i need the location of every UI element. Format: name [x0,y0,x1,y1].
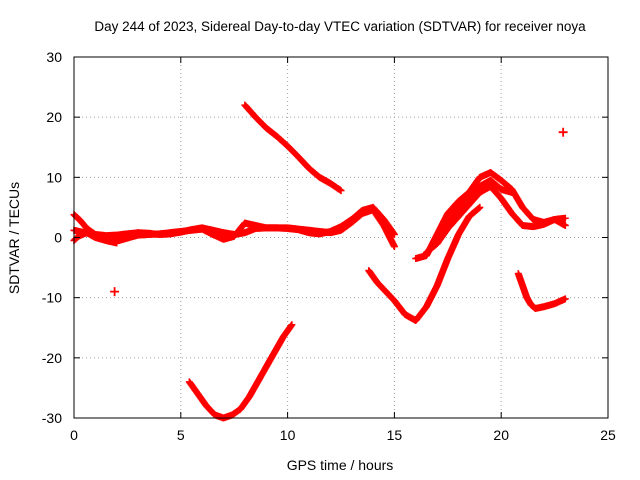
axis-ticks: 0 5 10 15 20 25 -30 -20 -10 0 10 20 30 [42,49,616,443]
data-point [110,287,120,297]
data-point [288,321,296,329]
series-early-segment [70,229,121,247]
data-point [113,239,121,247]
data-point [508,188,516,196]
series-descending-arc [241,101,345,195]
y-tick-label: 20 [46,109,62,125]
x-tick-label: 0 [70,427,78,443]
x-tick-label: 20 [493,427,509,443]
series-isolated-point [110,287,120,297]
y-tick-label: 0 [54,230,62,246]
x-tick-label: 25 [600,427,616,443]
data-point [390,230,398,238]
data-point [476,203,484,211]
data-point [561,295,569,303]
data-point [561,221,569,229]
y-axis-label: SDTVAR / TECUs [6,182,22,294]
series-bottom-arc [185,321,296,422]
y-tick-label: -10 [42,290,62,306]
y-tick-label: 10 [46,169,62,185]
data-point [390,243,398,251]
series-late-hook [514,270,569,312]
data-points [70,101,569,422]
x-tick-label: 5 [177,427,185,443]
y-tick-label: -30 [42,410,62,426]
data-point [337,187,345,195]
x-axis-label: GPS time / hours [287,457,394,473]
series-outlier [558,127,568,137]
series-dip-arc [365,203,484,325]
x-tick-label: 10 [280,427,296,443]
x-tick-label: 15 [387,427,403,443]
y-tick-label: -20 [42,350,62,366]
data-point [561,214,569,222]
chart-title: Day 244 of 2023, Sidereal Day-to-day VTE… [94,19,586,34]
y-tick-label: 30 [46,49,62,65]
data-point [558,127,568,137]
series-rise-c [433,176,516,248]
